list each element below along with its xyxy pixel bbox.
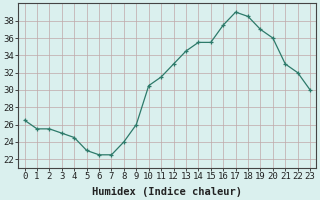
X-axis label: Humidex (Indice chaleur): Humidex (Indice chaleur) bbox=[92, 186, 242, 197]
